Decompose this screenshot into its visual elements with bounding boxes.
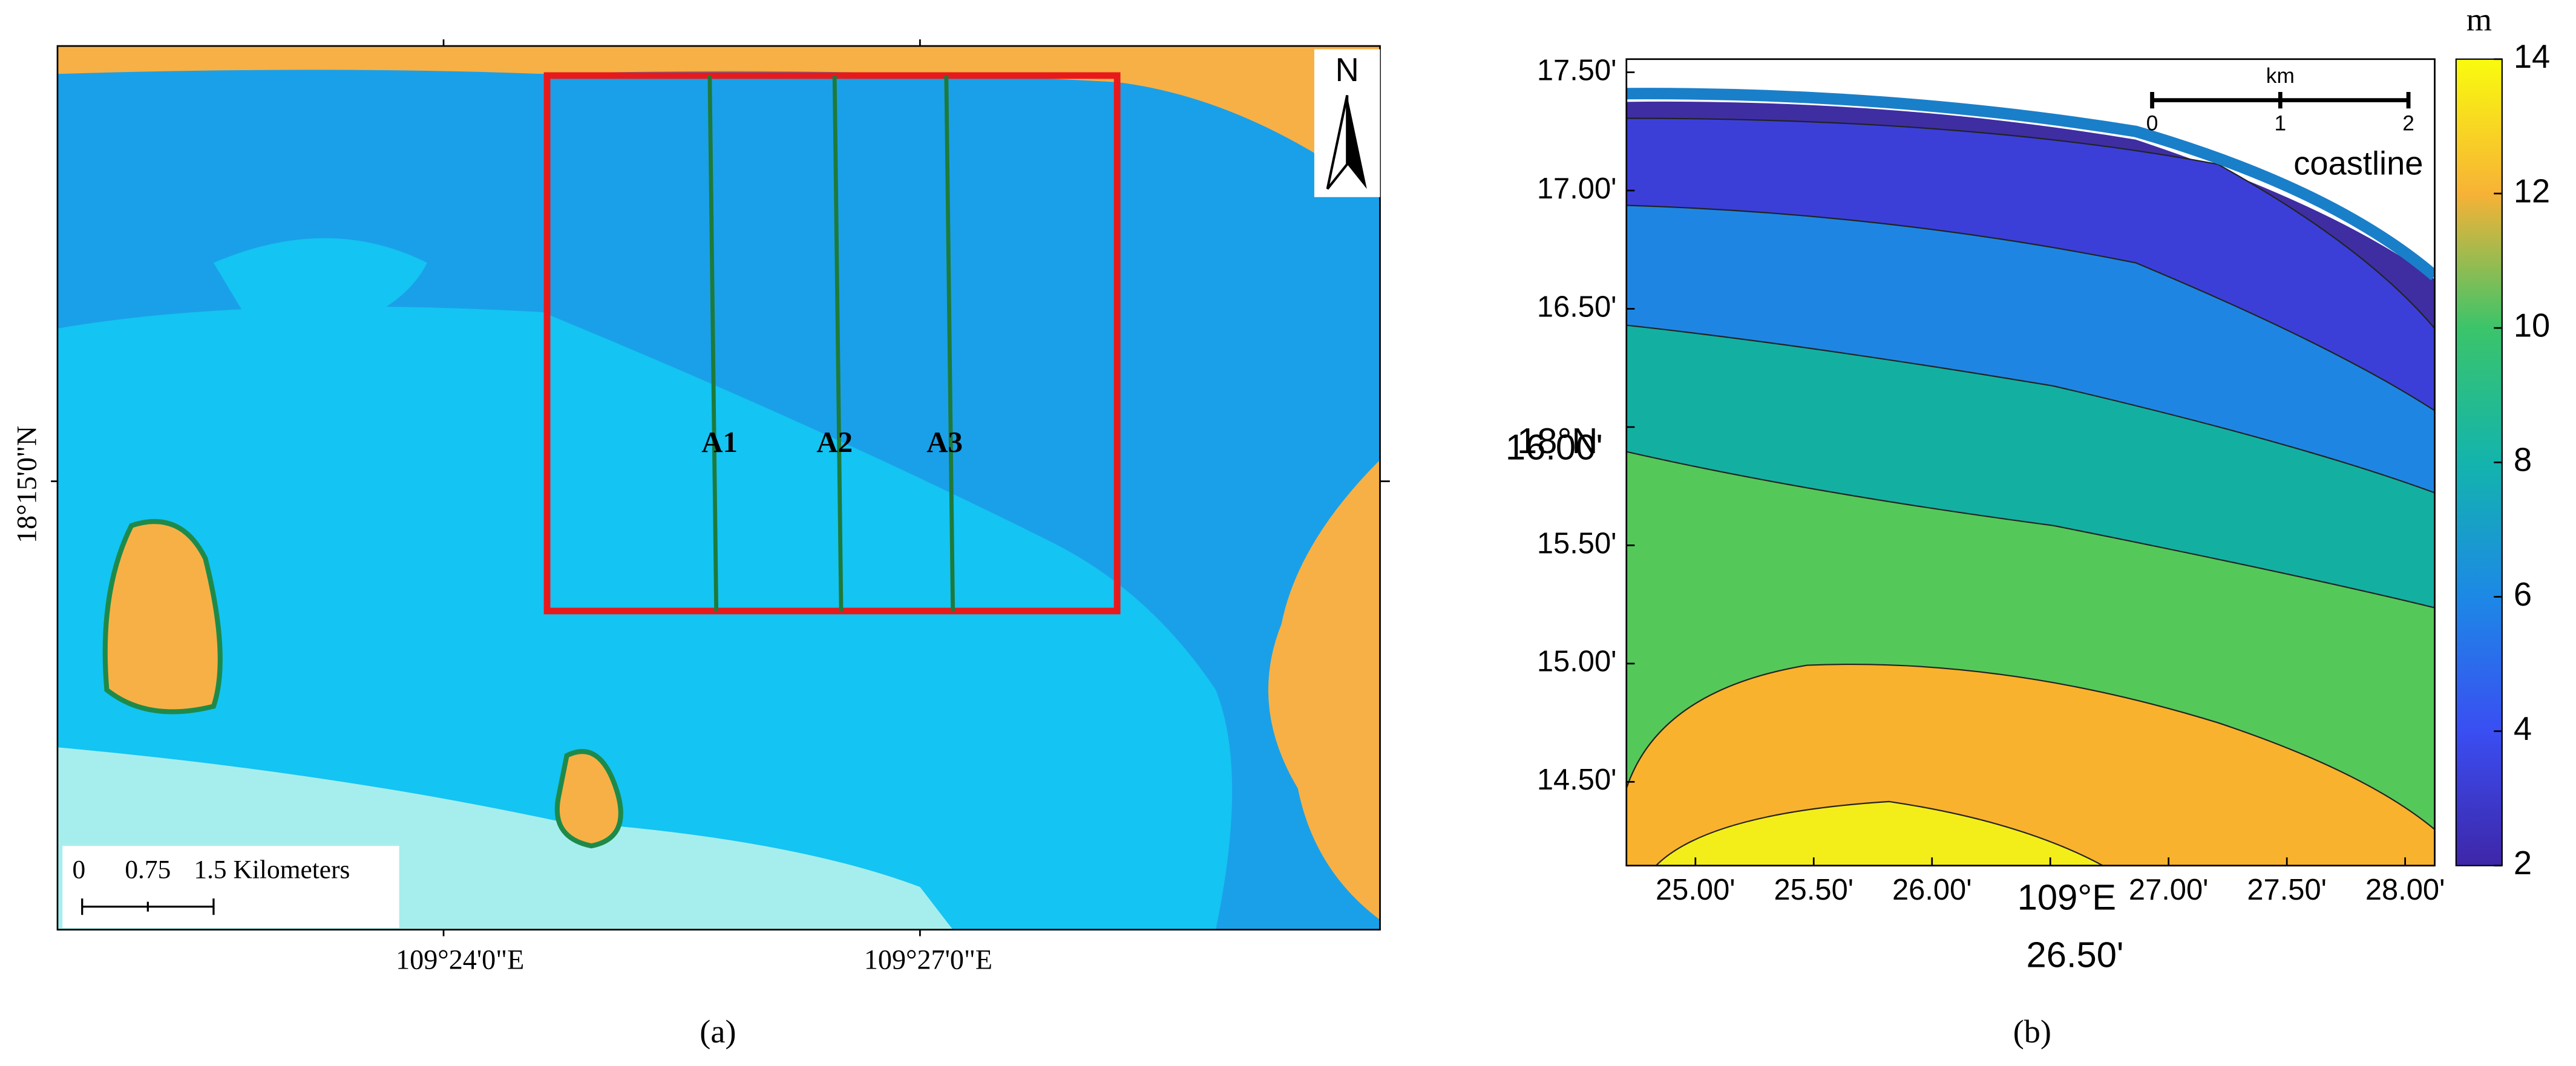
x-tick-label: 25.50': [1774, 874, 1853, 906]
lon-label: 109°24'0"E: [396, 944, 524, 975]
x-tick-label: 25.00': [1656, 874, 1735, 906]
north-label: N: [1336, 51, 1359, 88]
y-tick-label: 16.00': [1506, 427, 1603, 468]
contour-band: [1655, 800, 2103, 866]
y-tick-label: 15.00': [1537, 646, 1617, 678]
scale-label: 0: [2146, 112, 2158, 136]
colorbar-tick-label: 2: [2514, 845, 2532, 881]
contour-panel: km 0 1 2 coastline 18°N 109°E m (b): [1517, 1, 2503, 1050]
land-east: [1268, 460, 1380, 920]
colorbar-tick-label: 10: [2514, 307, 2550, 344]
coastline: [1626, 88, 2435, 281]
y-tick-label: 17.50': [1537, 54, 1617, 87]
scale-label: 0: [72, 855, 85, 885]
x-tick-label: 28.00': [2365, 874, 2445, 906]
y-tick-label: 14.50': [1537, 764, 1617, 796]
x-tick-label: 27.00': [2129, 874, 2209, 906]
y-tick-label: 16.50': [1537, 290, 1617, 323]
x-tick-label: 26.00': [1892, 874, 1972, 906]
land-north: [57, 46, 1380, 197]
scale-box: [62, 846, 399, 928]
coastline-label: coastline: [2293, 145, 2423, 182]
scale-label: 0.75: [125, 855, 171, 885]
lon-label: 109°27'0"E: [864, 944, 992, 975]
transect-line: [944, 75, 955, 612]
y-tick-label: 17.00': [1537, 172, 1617, 205]
lat-label: 18°15'0"N: [11, 426, 42, 543]
caption: (b): [2013, 1013, 2051, 1050]
colorbar-tick-label: 12: [2514, 172, 2550, 209]
shoal: [213, 238, 427, 345]
caption: (a): [700, 1013, 736, 1050]
transect-label: A3: [926, 425, 963, 459]
scale-label: 1: [2275, 112, 2287, 136]
transect-label: A1: [701, 425, 738, 459]
island-west: [102, 518, 223, 714]
north-arrow: [1347, 95, 1367, 189]
colorbar-tick-label: 8: [2514, 442, 2532, 479]
scale-label: 1.5 Kilometers: [194, 855, 350, 885]
scale-unit: km: [2266, 64, 2295, 88]
plot-frame: [1625, 58, 2436, 867]
sea-mid: [57, 306, 1233, 930]
x-tick-label: 26.50': [2027, 935, 2124, 975]
colorbar-tick-label: 6: [2514, 576, 2532, 613]
colorbar-tick-label: 14: [2514, 38, 2550, 75]
map-panel: A1 A2 A3 N 0 0.75 1.5 Kilometers 18°15'0…: [11, 39, 1390, 1050]
transect-label: A2: [816, 425, 853, 459]
study-area: [543, 72, 1121, 615]
y-tick-label: 15.50': [1537, 527, 1617, 560]
frame-tick: [51, 39, 1390, 937]
scale-bar: [81, 898, 215, 915]
scale-bar: [2150, 92, 2411, 109]
transect-line: [832, 75, 844, 612]
island-south: [554, 749, 623, 849]
colorbar-unit: m: [2466, 1, 2492, 38]
map-frame: [56, 45, 1381, 931]
transect-line: [707, 75, 719, 612]
x-degree: 109°E: [2017, 877, 2116, 918]
scale-label: 2: [2402, 112, 2414, 136]
colorbar-tick-label: 4: [2514, 710, 2532, 747]
x-tick-label: 27.50': [2247, 874, 2327, 906]
y-degree: 18°N: [1517, 420, 1598, 461]
